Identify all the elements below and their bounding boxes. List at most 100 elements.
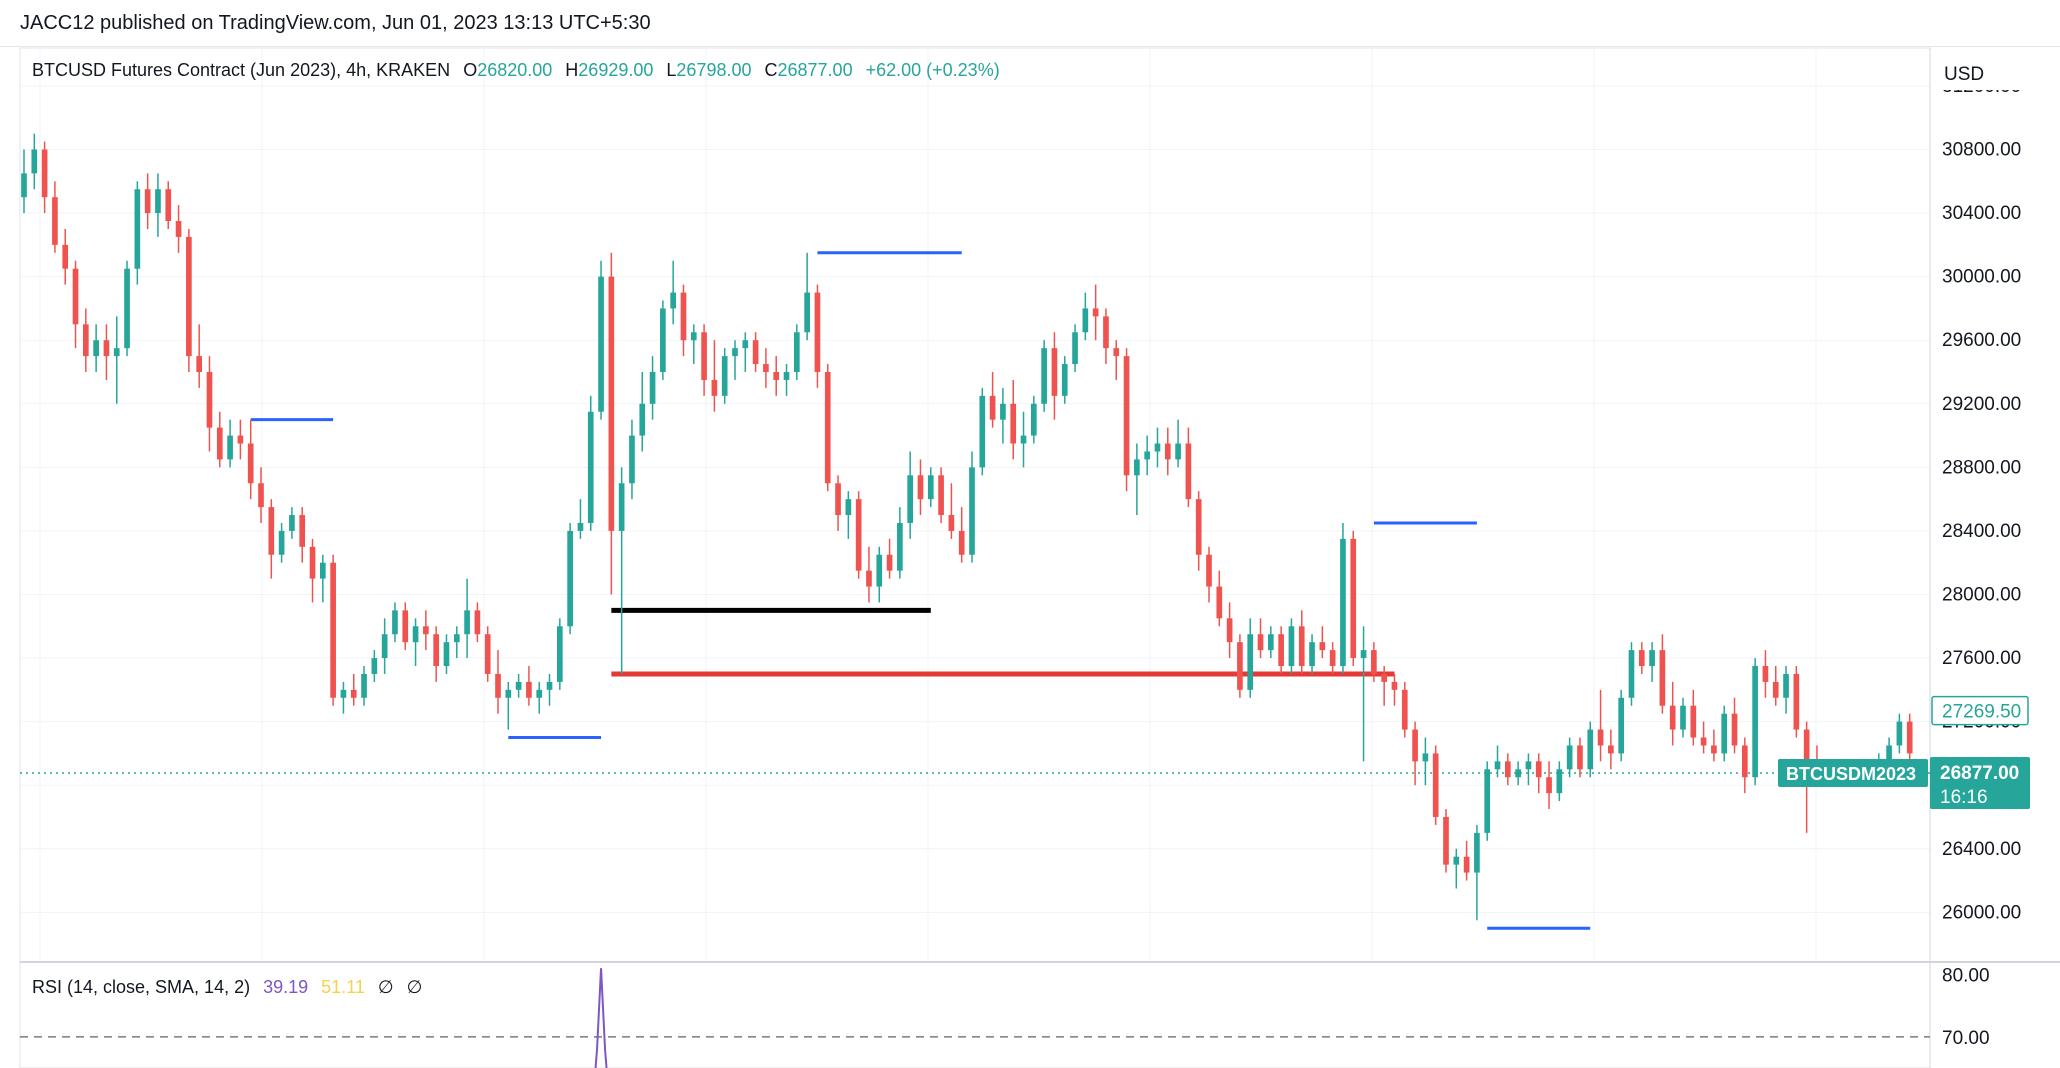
- candle-body: [134, 189, 141, 269]
- level-lines: [250, 251, 1591, 930]
- candle-body: [1721, 713, 1728, 754]
- candle: [330, 554, 336, 706]
- candle: [1267, 626, 1274, 659]
- candle-body: [1474, 832, 1480, 873]
- candle: [1175, 419, 1181, 468]
- candle-body: [1803, 729, 1810, 762]
- candle-body: [1618, 697, 1625, 754]
- candle-body: [1906, 721, 1913, 754]
- open-label: O: [463, 60, 478, 80]
- candle-body: [1752, 666, 1758, 778]
- price-tick-label: 28800.00: [1942, 457, 2021, 478]
- candle: [1412, 721, 1418, 786]
- candle-body: [608, 276, 615, 531]
- candle-body: [1319, 642, 1326, 651]
- candle-body: [1700, 737, 1707, 746]
- candle: [299, 507, 306, 563]
- candle: [124, 260, 130, 357]
- candle: [371, 650, 378, 682]
- price-tick-label: 27600.00: [1942, 648, 2021, 669]
- candle-body: [979, 395, 986, 468]
- candle: [474, 602, 481, 643]
- candle: [1474, 824, 1480, 921]
- price-tick-label: 29600.00: [1942, 330, 2021, 351]
- candle: [1762, 650, 1769, 698]
- high-label: H: [565, 60, 579, 80]
- candle: [1381, 666, 1388, 706]
- currency-label: USD: [1944, 64, 1984, 85]
- candle-body: [1669, 705, 1676, 730]
- candle-body: [886, 554, 893, 571]
- candle: [1309, 634, 1315, 674]
- candle: [453, 626, 460, 659]
- candle-body: [536, 689, 543, 698]
- candle-body: [1020, 435, 1027, 444]
- candle-body: [1484, 769, 1491, 833]
- candle: [969, 451, 975, 563]
- candle: [113, 316, 120, 404]
- candle: [1566, 737, 1573, 778]
- candle: [866, 546, 872, 603]
- candle-body: [1092, 308, 1099, 317]
- candle-body: [1123, 356, 1130, 476]
- candle: [484, 626, 491, 682]
- candle: [1237, 634, 1243, 698]
- candle: [247, 419, 254, 500]
- candle-body: [824, 372, 831, 484]
- candle: [1319, 626, 1326, 659]
- candle: [1680, 697, 1686, 738]
- candle: [639, 372, 646, 452]
- candle: [52, 181, 58, 253]
- price-tick-label: 30000.00: [1942, 267, 2021, 288]
- candle-body: [1164, 443, 1171, 460]
- candle-body: [268, 507, 275, 555]
- rsi-legend[interactable]: RSI (14, close, SMA, 14, 2) 39.19 51.11 …: [32, 977, 422, 998]
- candle: [515, 673, 522, 698]
- candle: [1082, 292, 1089, 341]
- candle-body: [206, 372, 213, 428]
- candle-body: [639, 403, 646, 436]
- candle: [845, 491, 852, 539]
- candle: [824, 364, 831, 492]
- candle-body: [1412, 729, 1418, 762]
- candle-body: [958, 530, 965, 555]
- candle-body: [392, 610, 398, 635]
- candle: [783, 364, 790, 396]
- candle-body: [278, 530, 285, 555]
- candle: [278, 522, 285, 563]
- candle-body: [938, 475, 944, 516]
- candle: [876, 546, 883, 603]
- candle-body: [515, 681, 522, 690]
- candle: [1185, 427, 1192, 508]
- candle-body: [495, 673, 501, 698]
- candle: [165, 181, 172, 229]
- rsi-label: RSI (14, close, SMA, 14, 2): [32, 977, 251, 997]
- candle-body: [1329, 650, 1336, 666]
- candle: [1247, 618, 1254, 698]
- candle-body: [52, 197, 58, 245]
- rsi-ma-value: 51.11: [321, 977, 365, 997]
- candle-body: [1288, 626, 1295, 666]
- candle-body: [72, 268, 79, 325]
- candle: [464, 578, 470, 659]
- candle-body: [1432, 753, 1439, 817]
- candle: [186, 228, 192, 372]
- candle-body: [1309, 642, 1315, 666]
- candle: [1195, 491, 1202, 571]
- symbol-legend[interactable]: BTCUSD Futures Contract (Jun 2023), 4h, …: [32, 60, 1000, 81]
- candle: [886, 538, 893, 579]
- candle-body: [1144, 451, 1151, 460]
- candle-body: [1267, 634, 1274, 651]
- candle-body: [402, 610, 409, 643]
- candle: [495, 650, 501, 714]
- candle-body: [1608, 745, 1614, 754]
- candle: [1288, 618, 1295, 674]
- candle: [268, 499, 275, 579]
- candle-body: [381, 634, 388, 659]
- candle: [1154, 427, 1161, 468]
- candle: [1010, 379, 1017, 460]
- rsi-extra-2: ∅: [406, 977, 423, 997]
- candle-body: [412, 626, 419, 643]
- candle-body: [1237, 642, 1243, 690]
